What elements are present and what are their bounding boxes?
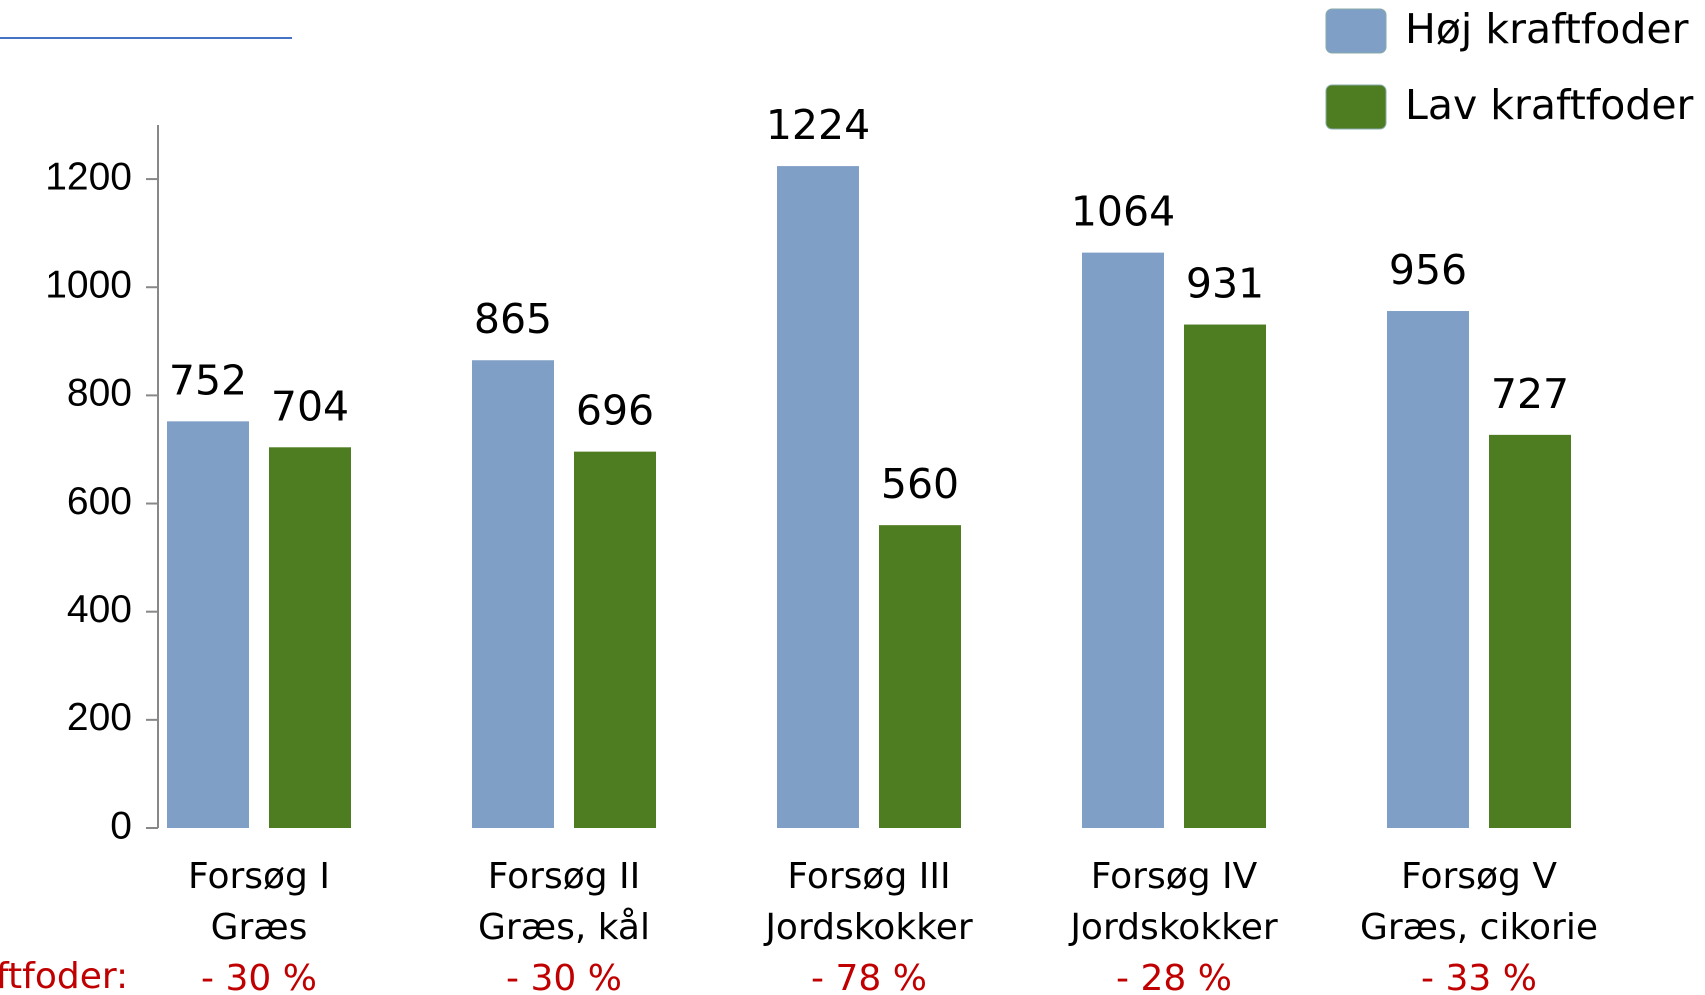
- annotation-label: ftfoder:: [0, 956, 128, 995]
- bar: [1184, 324, 1266, 828]
- bar: [472, 360, 554, 828]
- y-tick-label: 1000: [45, 264, 132, 307]
- x-tick-label: Jordskokker: [1068, 907, 1278, 948]
- y-tick-label: 800: [67, 372, 132, 415]
- x-tick-label: Græs: [211, 907, 308, 948]
- value-label: 1064: [1071, 188, 1175, 236]
- bar: [574, 451, 656, 828]
- y-tick-label: 400: [67, 588, 132, 631]
- reduction-label: - 33 %: [1421, 958, 1537, 995]
- legend-swatch: [1325, 8, 1387, 54]
- bar: [777, 166, 859, 829]
- x-tick-label: Forsøg III: [787, 856, 950, 897]
- y-tick-label: 0: [110, 804, 132, 847]
- bar: [1489, 434, 1571, 828]
- x-tick-label: Forsøg II: [488, 856, 641, 897]
- y-tick-label: 1200: [45, 155, 132, 198]
- reduction-label: - 78 %: [811, 958, 927, 995]
- x-tick-label: Forsøg V: [1401, 856, 1557, 897]
- value-label: 752: [169, 356, 247, 404]
- reduction-label: - 30 %: [506, 958, 622, 995]
- bar: [879, 525, 961, 828]
- x-tick-label: Jordskokker: [763, 907, 973, 948]
- legend-label: Lav kraftfoder: [1405, 81, 1694, 129]
- y-tick-label: 600: [67, 480, 132, 523]
- bar: [167, 421, 249, 828]
- bar: [269, 447, 351, 828]
- value-label: 1224: [766, 101, 870, 149]
- x-tick-label: Græs, cikorie: [1360, 907, 1598, 948]
- legend-label: Høj kraftfoder: [1405, 5, 1689, 53]
- x-tick-label: Forsøg I: [188, 856, 330, 897]
- value-label: 956: [1389, 246, 1467, 294]
- y-tick-label: 200: [67, 696, 132, 739]
- bar: [1082, 252, 1164, 829]
- legend-swatch: [1325, 84, 1387, 130]
- bar: [1387, 311, 1469, 828]
- value-label: 696: [576, 387, 654, 435]
- reduction-label: - 30 %: [201, 958, 317, 995]
- value-label: 931: [1186, 260, 1264, 308]
- value-label: 560: [881, 460, 959, 508]
- x-tick-label: Græs, kål: [478, 907, 650, 948]
- x-tick-label: Forsøg IV: [1091, 856, 1258, 897]
- value-label: 865: [474, 295, 552, 343]
- reduction-label: - 28 %: [1116, 958, 1232, 995]
- value-label: 727: [1491, 370, 1569, 418]
- value-label: 704: [271, 382, 349, 430]
